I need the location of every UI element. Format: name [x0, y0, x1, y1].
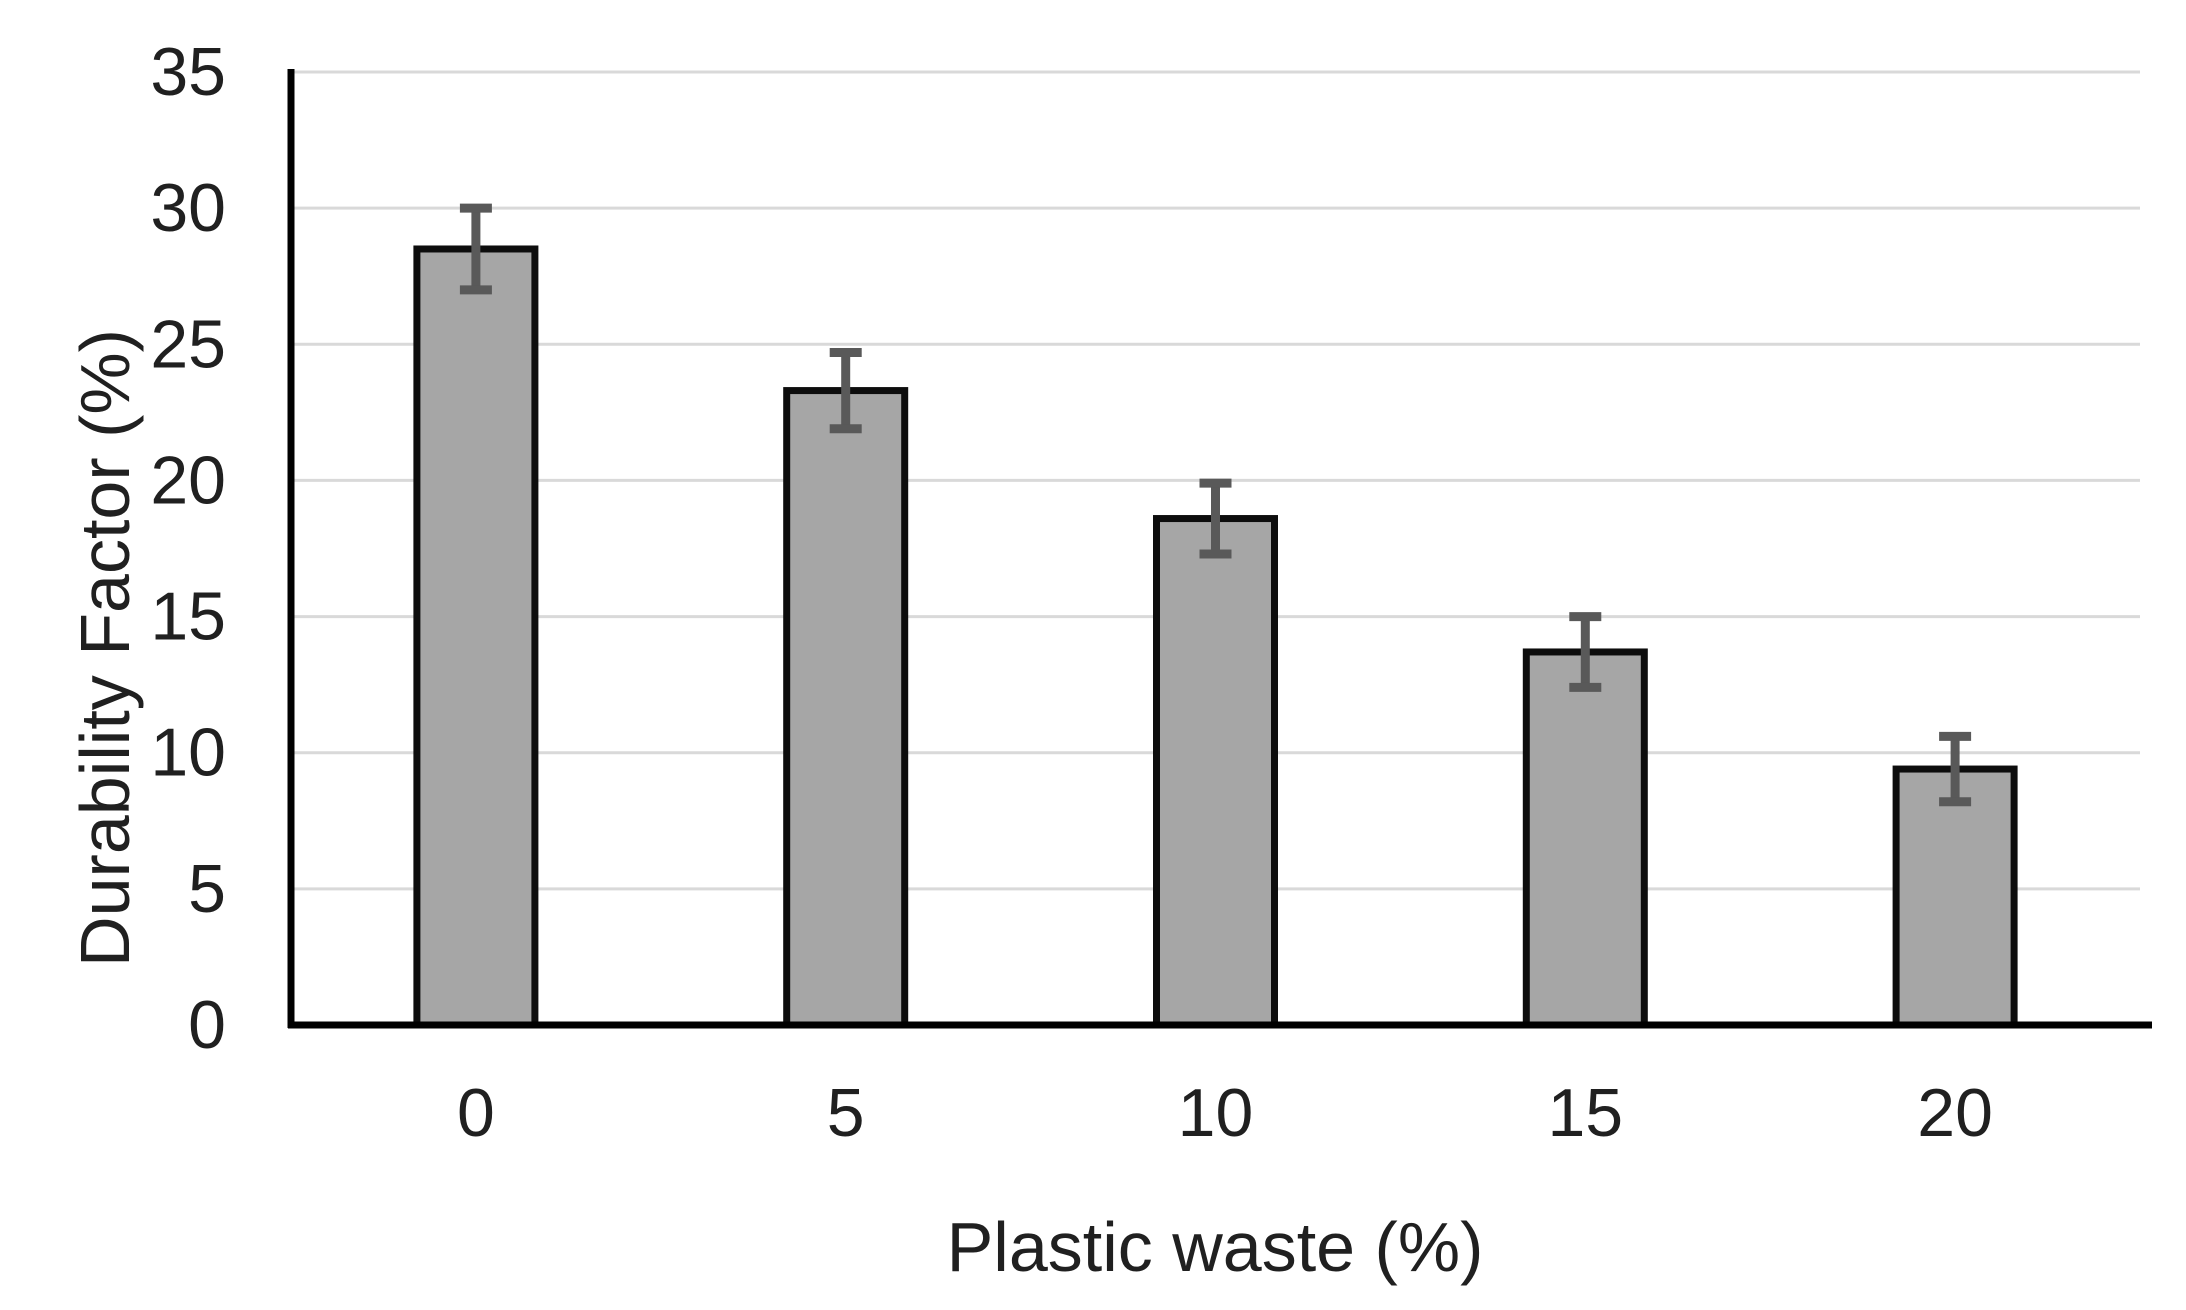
y-tick-label: 25: [150, 306, 226, 382]
x-tick-label: 0: [457, 1075, 495, 1151]
y-tick-label: 20: [150, 442, 226, 518]
x-tick-label: 20: [1917, 1075, 1993, 1151]
y-axis-title: Durability Factor (%): [66, 329, 144, 967]
bar: [1892, 765, 2018, 1029]
y-tick-label: 10: [150, 715, 226, 791]
bar: [413, 245, 539, 1029]
y-tick-label: 15: [150, 579, 226, 655]
x-tick-label: 10: [1178, 1075, 1254, 1151]
bar: [1153, 515, 1278, 1029]
x-axis-title: Plastic waste (%): [946, 1208, 1484, 1286]
y-tick-label: 5: [188, 851, 226, 927]
y-tick-label: 30: [150, 170, 226, 246]
bar: [783, 387, 909, 1029]
y-tick-label: 35: [150, 34, 226, 110]
bar: [1522, 648, 1648, 1029]
x-tick-label: 5: [827, 1075, 865, 1151]
x-tick-label: 15: [1547, 1075, 1623, 1151]
y-tick-label: 0: [188, 987, 226, 1063]
